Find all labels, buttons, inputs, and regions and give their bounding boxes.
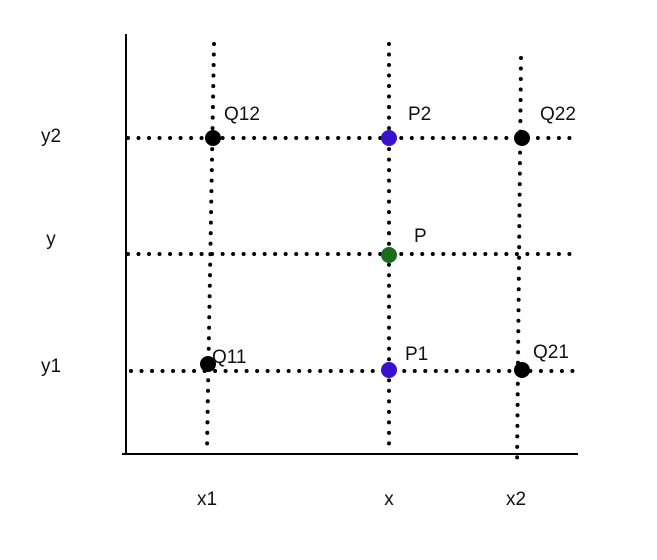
label-q11: Q11 — [212, 347, 247, 368]
x-label-x: x — [384, 489, 394, 510]
label-p2: P2 — [408, 104, 431, 125]
point-p2 — [381, 130, 397, 146]
point-p — [381, 247, 397, 263]
point-q22 — [514, 130, 530, 146]
point-q21 — [514, 362, 530, 378]
y-label-y2: y2 — [41, 126, 61, 147]
label-q22: Q22 — [540, 104, 576, 125]
point-q11 — [200, 356, 216, 372]
vertical-guide-x2 — [515, 56, 523, 468]
label-q21: Q21 — [533, 342, 569, 363]
x-label-x1: x1 — [197, 489, 217, 510]
label-p1: P1 — [405, 344, 428, 365]
y-label-y1: y1 — [41, 356, 61, 377]
label-p: P — [414, 226, 427, 247]
vertical-guide-x1 — [205, 42, 216, 450]
point-p1 — [381, 362, 397, 378]
point-q12 — [205, 130, 221, 146]
x-label-x2: x2 — [506, 489, 526, 510]
label-q12: Q12 — [224, 104, 260, 125]
y-label-y: y — [46, 229, 56, 250]
